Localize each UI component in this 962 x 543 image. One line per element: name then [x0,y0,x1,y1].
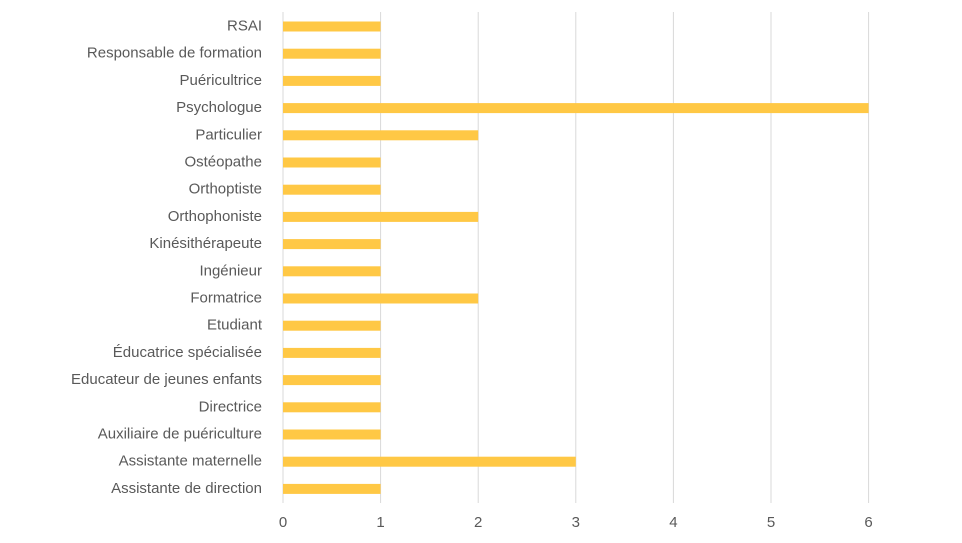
category-label: Directrice [199,398,262,415]
category-label: Orthophoniste [168,208,262,225]
bar [283,130,479,141]
category-label: Psychologue [176,99,262,116]
bar [283,320,381,331]
bar [283,456,576,467]
x-tick-label: 2 [474,514,482,531]
x-tick-label: 3 [572,514,580,531]
category-label: Assistante maternelle [119,453,262,470]
bar [283,293,479,304]
x-tick-label: 0 [279,514,287,531]
bar [283,211,479,222]
category-label: Particulier [195,126,262,143]
x-tick-labels: 0 1 2 3 4 5 6 [279,514,873,531]
category-label: Auxiliaire de puériculture [98,425,262,442]
category-label: Formatrice [190,289,262,306]
bars [283,21,869,494]
bar [283,429,381,440]
category-labels: RSAI Responsable de formation Puéricultric… [71,17,263,496]
category-label: Ostéopathe [184,153,262,170]
bar [283,266,381,277]
bar [283,239,381,250]
bar [283,375,381,386]
category-label: Kinésithérapeute [149,235,262,252]
bar [283,21,381,32]
x-tick-label: 4 [669,514,677,531]
category-label: Orthoptiste [189,181,262,198]
category-label: Éducatrice spécialisée [113,344,262,361]
gridlines [282,12,870,503]
bar [283,75,381,86]
category-label: Responsable de formation [87,45,262,62]
category-label: Puéricultrice [179,72,262,89]
bar [283,157,381,168]
bar [283,103,869,114]
category-label: Educateur de jeunes enfants [71,371,262,388]
category-label: Assistante de direction [111,480,262,497]
bar [283,48,381,59]
category-label: RSAI [227,17,262,34]
bar [283,483,381,494]
category-label: Etudiant [207,317,263,334]
x-tick-label: 5 [767,514,775,531]
bar [283,402,381,413]
x-tick-label: 1 [376,514,384,531]
category-label: Ingénieur [199,262,262,279]
bar [283,184,381,195]
x-tick-label: 6 [864,514,872,531]
bar [283,347,381,358]
